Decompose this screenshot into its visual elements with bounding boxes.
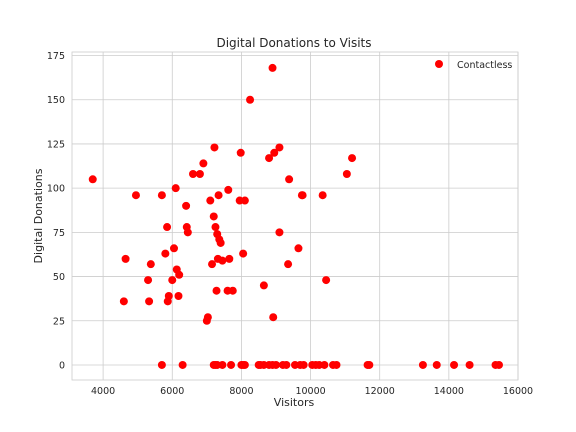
- x-tick-label: 4000: [91, 386, 115, 397]
- data-point: [450, 360, 459, 369]
- data-point: [164, 292, 173, 301]
- data-point: [157, 360, 166, 369]
- y-tick-label: 25: [53, 316, 65, 327]
- data-point: [161, 249, 170, 258]
- data-point: [224, 185, 233, 194]
- data-point: [365, 360, 374, 369]
- data-point: [212, 286, 221, 295]
- x-tick-label: 14000: [434, 386, 464, 397]
- data-point: [348, 154, 357, 163]
- data-point: [299, 360, 308, 369]
- x-tick-label: 12000: [365, 386, 395, 397]
- data-point: [163, 223, 172, 232]
- data-point: [268, 63, 277, 72]
- y-tick-label: 125: [47, 139, 65, 150]
- x-tick-label: 16000: [503, 386, 533, 397]
- data-point: [218, 256, 227, 265]
- plot-frame: [71, 51, 519, 381]
- data-point: [168, 276, 177, 285]
- data-point: [322, 276, 331, 285]
- data-point: [144, 276, 153, 285]
- data-point: [88, 175, 97, 184]
- data-point: [121, 254, 130, 263]
- axis-ticks: 4000 6000 8000 10000 12000 14000 16000 0 25 50 75 1…: [47, 51, 533, 397]
- data-point: [265, 154, 274, 163]
- y-tick-label: 175: [47, 51, 65, 62]
- legend-marker-contactless: [435, 60, 443, 68]
- data-point: [195, 170, 204, 179]
- chart-title: Digital Donations to Visits: [216, 36, 371, 50]
- data-point: [145, 297, 154, 306]
- data-point: [146, 260, 155, 269]
- data-point: [228, 286, 237, 295]
- data-point: [203, 313, 212, 322]
- y-tick-label: 0: [59, 360, 65, 371]
- y-tick-label: 75: [53, 228, 65, 239]
- data-point: [246, 95, 255, 104]
- data-point: [214, 191, 223, 200]
- data-point: [320, 360, 329, 369]
- data-point: [178, 360, 187, 369]
- data-point: [284, 260, 293, 269]
- data-point: [189, 170, 198, 179]
- data-point: [218, 360, 227, 369]
- data-point: [131, 191, 140, 200]
- data-point: [465, 360, 474, 369]
- y-axis-label: Digital Donations: [32, 168, 45, 263]
- data-points: [88, 63, 503, 369]
- data-point: [157, 191, 166, 200]
- data-point: [236, 148, 245, 157]
- data-point: [432, 360, 441, 369]
- data-point: [275, 143, 284, 152]
- data-point: [239, 249, 248, 258]
- data-point: [171, 184, 180, 193]
- x-tick-label: 8000: [229, 386, 253, 397]
- legend-label-contactless: Contactless: [457, 60, 512, 71]
- data-point: [240, 360, 249, 369]
- y-tick-label: 50: [53, 272, 65, 283]
- data-point: [211, 223, 220, 232]
- data-point: [169, 244, 178, 253]
- data-point: [206, 196, 215, 205]
- data-point: [119, 297, 128, 306]
- x-axis-label: Visitors: [274, 396, 315, 409]
- data-point: [240, 196, 249, 205]
- data-point: [285, 175, 294, 184]
- data-point: [269, 313, 278, 322]
- data-point: [294, 244, 303, 253]
- data-point: [318, 191, 327, 200]
- data-point: [494, 360, 503, 369]
- data-point: [227, 360, 236, 369]
- data-point: [332, 360, 341, 369]
- y-tick-label: 100: [47, 184, 65, 195]
- data-point: [298, 191, 307, 200]
- data-point: [225, 254, 234, 263]
- x-tick-label: 10000: [295, 386, 325, 397]
- legend: Contactless: [435, 60, 512, 71]
- data-point: [282, 360, 291, 369]
- data-point: [199, 159, 208, 168]
- data-point: [270, 148, 279, 157]
- data-point: [182, 201, 191, 210]
- data-point: [208, 260, 217, 269]
- x-tick-label: 6000: [160, 386, 184, 397]
- data-point: [271, 360, 280, 369]
- data-point: [418, 360, 427, 369]
- data-point: [209, 212, 218, 221]
- data-point: [210, 143, 219, 152]
- y-tick-label: 150: [47, 95, 65, 106]
- grid-lines: [72, 52, 519, 380]
- data-point: [174, 292, 183, 301]
- data-point: [259, 281, 268, 290]
- data-point: [275, 228, 284, 237]
- data-point: [216, 238, 225, 247]
- data-point: [342, 170, 351, 179]
- data-point: [175, 270, 184, 279]
- data-point: [183, 228, 192, 237]
